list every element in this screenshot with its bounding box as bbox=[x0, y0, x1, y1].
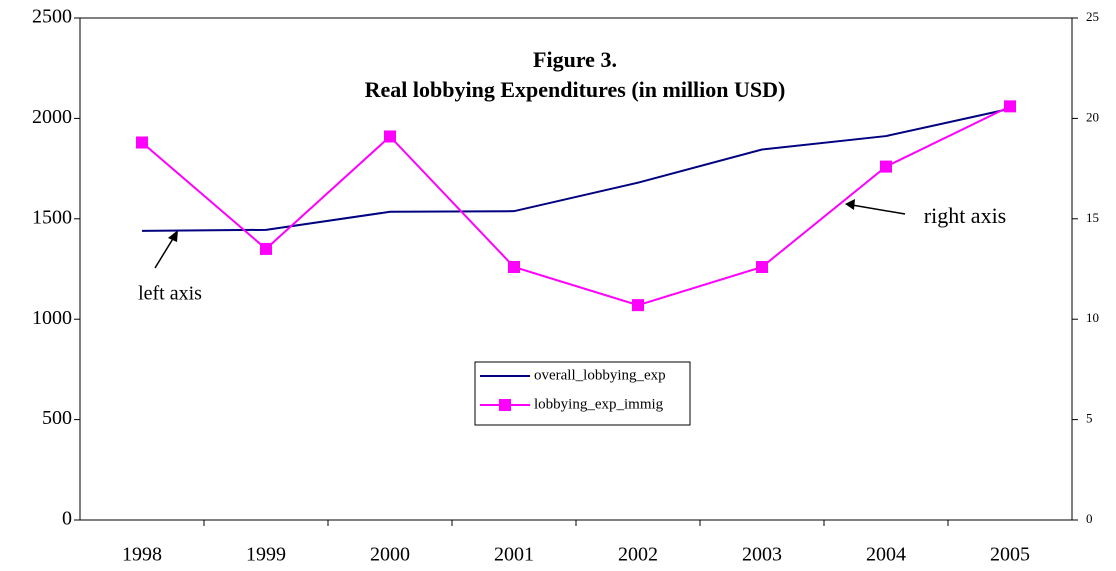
legend bbox=[474, 361, 691, 426]
annotation-arrow bbox=[154, 199, 906, 269]
legend-marker bbox=[499, 399, 511, 411]
series-line bbox=[141, 107, 1011, 232]
x-tick-label: 2005 bbox=[990, 544, 1030, 566]
y-tick-label: 0 bbox=[62, 508, 72, 530]
y-tick-label: 1500 bbox=[32, 206, 72, 228]
y-tick-label: 2000 bbox=[32, 106, 72, 128]
y2-tick-label: 15 bbox=[1086, 210, 1099, 225]
y2-tick-label: 0 bbox=[1086, 511, 1093, 526]
x-tick-label: 2004 bbox=[866, 544, 906, 566]
point bbox=[508, 260, 520, 273]
point bbox=[632, 299, 644, 312]
chart-subtitle: Real lobbying Expenditures (in million U… bbox=[365, 77, 786, 102]
point bbox=[260, 242, 272, 255]
y2-tick-label: 10 bbox=[1086, 310, 1099, 325]
x-tick-label: 2001 bbox=[494, 544, 534, 566]
y2-tick-label: 25 bbox=[1086, 9, 1099, 24]
point bbox=[384, 130, 396, 143]
point bbox=[1004, 100, 1016, 113]
point bbox=[756, 260, 768, 273]
y2-tick-label: 20 bbox=[1086, 109, 1099, 124]
point bbox=[880, 160, 892, 173]
x-tick-label: 2000 bbox=[370, 544, 410, 566]
x-tick-label: 1999 bbox=[246, 544, 286, 566]
x-tick-label: 2002 bbox=[618, 544, 658, 566]
legend-label: lobbying_exp_immig bbox=[534, 396, 664, 412]
chart-title: Figure 3. bbox=[533, 47, 617, 72]
y-tick-label: 2500 bbox=[32, 6, 72, 28]
point bbox=[136, 136, 148, 149]
x-tick-label: 1998 bbox=[122, 544, 162, 566]
y-tick-label: 1000 bbox=[32, 307, 72, 329]
series-line bbox=[141, 105, 1011, 307]
annotation: right axis bbox=[924, 203, 1007, 228]
annotation: left axis bbox=[138, 283, 202, 305]
legend-label: overall_lobbying_exp bbox=[534, 367, 666, 383]
x-tick-label: 2003 bbox=[742, 544, 782, 566]
y-tick-label: 500 bbox=[42, 407, 72, 429]
y2-tick-label: 5 bbox=[1086, 411, 1093, 426]
